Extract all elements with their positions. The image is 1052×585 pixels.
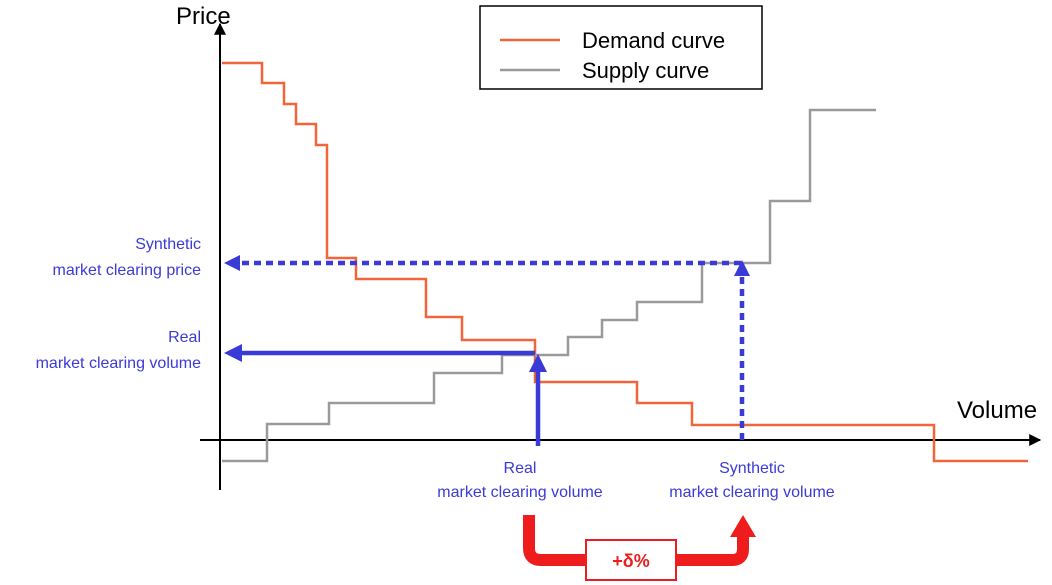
synthetic-price-label-line1: Synthetic xyxy=(135,236,201,253)
supply-curve xyxy=(222,108,876,463)
delta-badge-label: +δ% xyxy=(612,551,649,571)
delta-badge xyxy=(585,539,677,581)
synthetic-volume-arrow xyxy=(734,260,750,440)
demand-curve xyxy=(222,61,1028,463)
synthetic-bottom-label-line2: market clearing volume xyxy=(669,484,835,501)
delta-arrow-head xyxy=(730,515,756,537)
legend-demand-label: Demand curve xyxy=(582,28,725,53)
synthetic-price-label-line2: market clearing price xyxy=(53,262,202,279)
synthetic-price-arrow xyxy=(224,255,741,271)
y-axis-label: Price xyxy=(176,3,231,30)
legend: Demand curve Supply curve xyxy=(479,5,763,90)
real-bottom-label-line2: market clearing volume xyxy=(437,484,603,501)
real-volume-vertical-arrow xyxy=(529,354,547,446)
synthetic-bottom-label-line1: Synthetic xyxy=(719,460,785,477)
real-left-label-line2: market clearing volume xyxy=(36,355,202,372)
x-axis-label: Volume xyxy=(957,397,1037,424)
real-bottom-label-line1: Real xyxy=(504,460,537,477)
axes: Price Volume xyxy=(176,3,1042,490)
real-left-label-line1: Real xyxy=(168,329,201,346)
delta-connector xyxy=(523,515,756,566)
legend-box xyxy=(479,5,763,90)
real-volume-horizontal-arrow xyxy=(224,344,535,362)
legend-supply-label: Supply curve xyxy=(582,58,709,83)
